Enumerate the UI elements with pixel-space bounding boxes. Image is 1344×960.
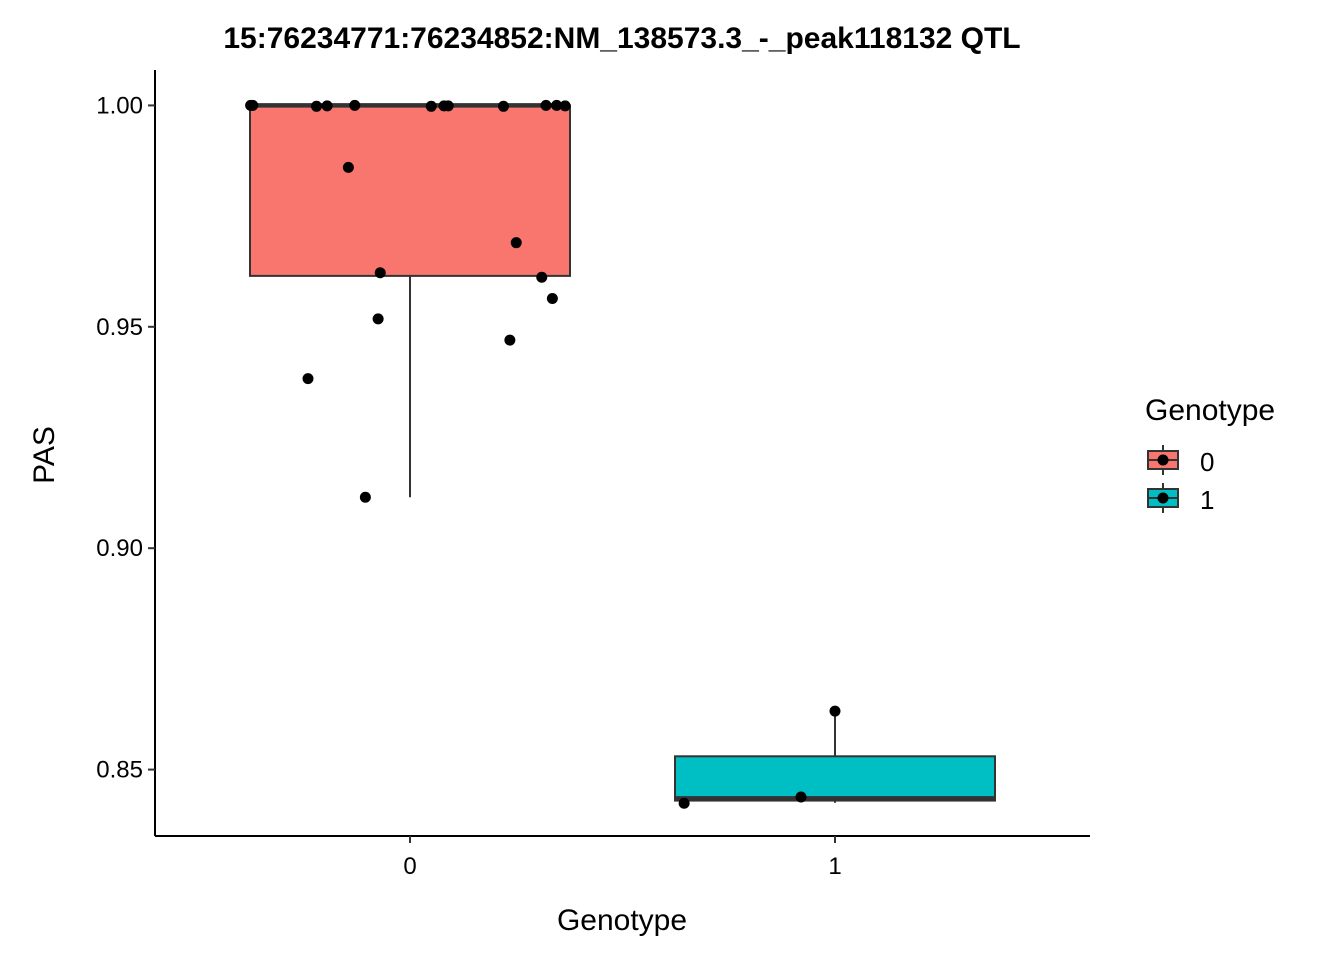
data-point-0-10: [551, 99, 563, 111]
y-tick-label-3: 1.00: [96, 92, 143, 119]
legend: Genotype 0 1: [1145, 394, 1275, 515]
legend-label-0: 0: [1200, 447, 1214, 477]
x-tick-label-1: 1: [828, 853, 841, 880]
data-point-0-5: [425, 100, 437, 112]
data-point-1-23: [829, 705, 841, 717]
data-point-0-8: [498, 100, 509, 112]
data-point-0-16: [546, 292, 558, 304]
legend-title: Genotype: [1145, 394, 1275, 427]
y-tick-label-0: 0.85: [96, 757, 143, 784]
data-point-0-3: [321, 100, 333, 112]
data-point-0-15: [536, 271, 548, 283]
data-point-0-20: [359, 491, 371, 503]
box-1: [674, 755, 996, 802]
legend-key-point-1: [1157, 492, 1169, 504]
data-point-0-2: [311, 100, 322, 112]
data-point-0-18: [504, 334, 516, 346]
plot-area: [245, 99, 996, 809]
box-0: [249, 104, 571, 277]
y-tick-label-1: 0.90: [96, 535, 143, 562]
chart-title: 15:76234771:76234852:NM_138573.3_-_peak1…: [223, 22, 1020, 55]
axes: 0.85 0.90 0.95 1.00 0 1: [96, 70, 1090, 880]
data-point-1-22: [795, 791, 807, 803]
data-point-0-14: [374, 267, 386, 279]
x-axis-title: Genotype: [557, 904, 687, 937]
data-point-0-7: [442, 100, 454, 112]
data-point-0-12: [342, 161, 354, 173]
data-point-0-9: [540, 99, 552, 111]
data-point-1-21: [678, 797, 690, 809]
legend-label-1: 1: [1200, 485, 1214, 515]
data-point-0-13: [510, 237, 522, 249]
data-point-0-11: [559, 100, 571, 112]
data-point-0-17: [372, 313, 384, 325]
y-tick-label-2: 0.95: [96, 314, 143, 341]
y-axis-title: PAS: [28, 426, 61, 484]
legend-key-point-0: [1157, 454, 1169, 466]
x-tick-label-0: 0: [403, 853, 416, 880]
data-point-0-1: [247, 99, 259, 111]
data-point-0-4: [349, 99, 361, 111]
data-point-0-19: [302, 373, 314, 385]
